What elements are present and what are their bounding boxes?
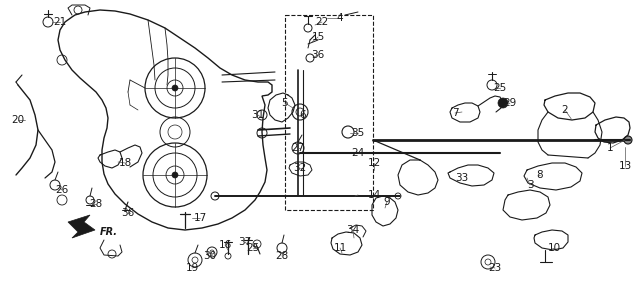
Text: 5: 5 <box>282 98 288 108</box>
Text: 36: 36 <box>312 50 324 60</box>
Text: 30: 30 <box>204 251 216 261</box>
Circle shape <box>624 136 632 144</box>
Text: 19: 19 <box>186 263 198 273</box>
Text: 22: 22 <box>316 17 328 27</box>
Text: 17: 17 <box>193 213 207 223</box>
Text: 28: 28 <box>90 199 102 209</box>
Text: 4: 4 <box>337 13 343 23</box>
Text: 15: 15 <box>312 32 324 42</box>
Text: 27: 27 <box>291 143 305 153</box>
Text: 35: 35 <box>351 128 365 138</box>
Text: 10: 10 <box>547 243 561 253</box>
Text: 34: 34 <box>346 225 360 235</box>
Text: 14: 14 <box>367 190 381 200</box>
Circle shape <box>498 98 508 108</box>
Text: 13: 13 <box>618 161 632 171</box>
Text: 8: 8 <box>537 170 543 180</box>
Text: FR.: FR. <box>100 227 118 237</box>
Polygon shape <box>68 215 95 238</box>
Text: 7: 7 <box>452 108 458 118</box>
Circle shape <box>172 172 178 178</box>
Text: 23: 23 <box>488 263 502 273</box>
Text: 25: 25 <box>246 243 260 253</box>
Text: 29: 29 <box>504 98 516 108</box>
Text: 31: 31 <box>252 110 264 120</box>
Text: 9: 9 <box>384 197 390 207</box>
Text: 1: 1 <box>607 143 613 153</box>
Text: 25: 25 <box>493 83 507 93</box>
Bar <box>285 15 373 210</box>
Text: 33: 33 <box>456 173 468 183</box>
Text: 20: 20 <box>12 115 24 125</box>
Text: 12: 12 <box>367 158 381 168</box>
Text: 36: 36 <box>122 208 134 218</box>
Text: 24: 24 <box>351 148 365 158</box>
Text: 16: 16 <box>218 240 232 250</box>
Text: 37: 37 <box>238 237 252 247</box>
Text: 6: 6 <box>300 110 307 120</box>
Text: 26: 26 <box>56 185 68 195</box>
Text: 21: 21 <box>53 17 67 27</box>
Text: 32: 32 <box>293 163 307 173</box>
Text: 3: 3 <box>527 180 533 190</box>
Circle shape <box>172 85 178 91</box>
Text: 11: 11 <box>333 243 347 253</box>
Text: 28: 28 <box>275 251 289 261</box>
Text: 2: 2 <box>562 105 568 115</box>
Text: 18: 18 <box>118 158 132 168</box>
